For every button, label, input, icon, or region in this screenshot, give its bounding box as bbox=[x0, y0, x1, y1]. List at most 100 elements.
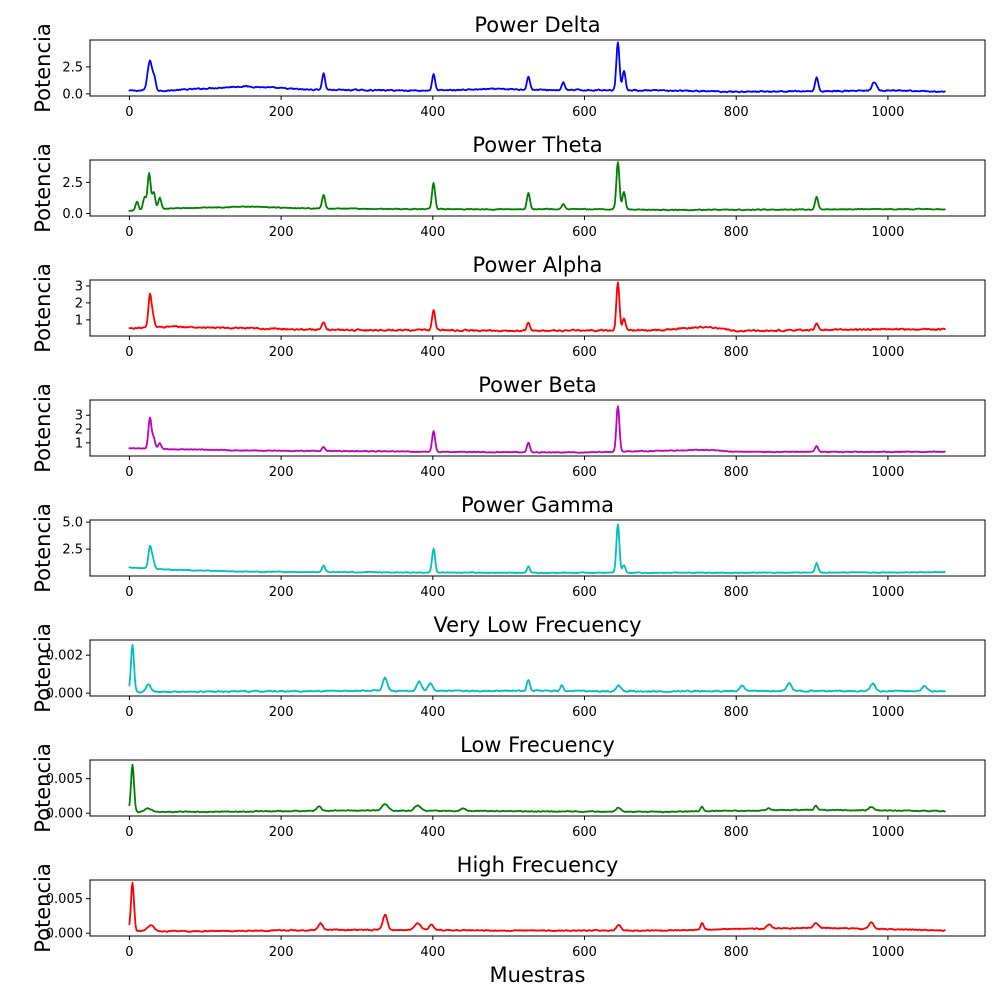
x-tick-label: 400 bbox=[420, 465, 445, 480]
x-tick-label: 400 bbox=[420, 345, 445, 360]
x-tick-label: 400 bbox=[420, 825, 445, 840]
x-tick-label: 800 bbox=[724, 705, 749, 720]
axes-frame bbox=[89, 279, 986, 337]
subplot-title: Very Low Frecuency bbox=[433, 613, 641, 637]
y-tick-label: 2 bbox=[75, 296, 83, 311]
x-tick-label: 0 bbox=[125, 345, 133, 360]
y-tick-label: 3 bbox=[75, 279, 83, 294]
x-tick-label: 600 bbox=[572, 105, 597, 120]
y-tick-label: 2.5 bbox=[62, 60, 83, 75]
subplot-title: Power Theta bbox=[472, 133, 602, 157]
axes-frame bbox=[89, 759, 986, 817]
x-tick-label: 0 bbox=[125, 105, 133, 120]
x-tick-label: 200 bbox=[269, 465, 294, 480]
y-axis-label: Potencia bbox=[31, 503, 55, 592]
x-tick-label: 600 bbox=[572, 945, 597, 960]
axes-frame bbox=[89, 159, 986, 217]
x-tick-label: 600 bbox=[572, 705, 597, 720]
y-axis-label: Potencia bbox=[31, 623, 55, 712]
y-axis-label: Potencia bbox=[31, 263, 55, 352]
subplot-title: Power Delta bbox=[474, 13, 600, 37]
subplot-2: Power Theta Potencia 0 200 400 600 800 1000 0.0 2… bbox=[31, 133, 986, 240]
axes-frame bbox=[89, 639, 986, 697]
subplot-1: Power Delta Potencia 0 200 400 600 800 1000 0.0 2… bbox=[31, 13, 986, 120]
series-line bbox=[128, 644, 946, 694]
x-tick-label: 1000 bbox=[871, 825, 904, 840]
x-tick-label: 0 bbox=[125, 465, 133, 480]
subplot-5: Power Gamma Potencia 0 200 400 600 800 1000 2.5 5… bbox=[31, 493, 986, 600]
x-tick-label: 400 bbox=[420, 705, 445, 720]
x-tick-label: 1000 bbox=[871, 225, 904, 240]
subplot-8: High Frecuency Potencia 0 200 400 600 800 1000 0… bbox=[31, 853, 986, 987]
axes-frame bbox=[89, 399, 986, 457]
subplot-title: Power Beta bbox=[478, 373, 597, 397]
y-tick-label: 1 bbox=[75, 313, 83, 328]
series-line bbox=[128, 281, 946, 333]
y-tick-label: 0.005 bbox=[46, 892, 83, 907]
y-tick-label: 2 bbox=[75, 423, 83, 438]
subplot-title: Power Gamma bbox=[461, 493, 614, 517]
x-tick-label: 800 bbox=[724, 945, 749, 960]
series-line bbox=[128, 161, 946, 212]
subplot-3: Power Alpha Potencia 0 200 400 600 800 1000 1 2 3 bbox=[31, 253, 986, 360]
x-tick-label: 400 bbox=[420, 585, 445, 600]
x-axis-label: Muestras bbox=[490, 963, 586, 987]
y-tick-label: 0.000 bbox=[46, 807, 83, 822]
x-tick-label: 600 bbox=[572, 225, 597, 240]
subplot-title: High Frecuency bbox=[457, 853, 619, 877]
x-tick-label: 400 bbox=[420, 945, 445, 960]
x-tick-label: 400 bbox=[420, 105, 445, 120]
x-tick-label: 1000 bbox=[871, 105, 904, 120]
x-tick-label: 800 bbox=[724, 465, 749, 480]
x-tick-label: 0 bbox=[125, 225, 133, 240]
x-tick-label: 0 bbox=[125, 945, 133, 960]
series-line bbox=[128, 763, 946, 814]
x-tick-label: 0 bbox=[125, 825, 133, 840]
y-axis-label: Potencia bbox=[31, 23, 55, 112]
x-tick-label: 600 bbox=[572, 825, 597, 840]
series-line bbox=[128, 523, 946, 575]
y-tick-label: 2.5 bbox=[62, 176, 83, 191]
x-tick-label: 1000 bbox=[871, 345, 904, 360]
x-tick-label: 1000 bbox=[871, 705, 904, 720]
axes-frame bbox=[89, 879, 986, 937]
y-tick-label: 0.000 bbox=[46, 927, 83, 942]
x-tick-label: 1000 bbox=[871, 465, 904, 480]
x-tick-label: 200 bbox=[269, 825, 294, 840]
x-tick-label: 200 bbox=[269, 585, 294, 600]
subplot-title: Power Alpha bbox=[473, 253, 603, 277]
x-tick-label: 800 bbox=[724, 345, 749, 360]
y-tick-label: 0.002 bbox=[46, 649, 83, 664]
x-tick-label: 1000 bbox=[871, 945, 904, 960]
y-axis-label: Potencia bbox=[31, 143, 55, 232]
subplot-6: Very Low Frecuency Potencia 0 200 400 600 800 1… bbox=[31, 613, 986, 720]
x-tick-label: 200 bbox=[269, 225, 294, 240]
y-tick-label: 0.0 bbox=[62, 207, 83, 222]
subplot-7: Low Frecuency Potencia 0 200 400 600 800 1000 0.… bbox=[31, 733, 986, 840]
y-axis-label: Potencia bbox=[31, 383, 55, 472]
axes-frame bbox=[89, 519, 986, 577]
y-tick-label: 1 bbox=[75, 436, 83, 451]
x-tick-label: 600 bbox=[572, 585, 597, 600]
x-tick-label: 400 bbox=[420, 225, 445, 240]
y-tick-label: 0.000 bbox=[46, 687, 83, 702]
x-tick-label: 800 bbox=[724, 225, 749, 240]
y-tick-label: 0.005 bbox=[46, 772, 83, 787]
x-tick-label: 800 bbox=[724, 585, 749, 600]
x-tick-label: 600 bbox=[572, 345, 597, 360]
y-tick-label: 3 bbox=[75, 409, 83, 424]
x-tick-label: 200 bbox=[269, 945, 294, 960]
x-tick-label: 0 bbox=[125, 585, 133, 600]
x-tick-label: 0 bbox=[125, 705, 133, 720]
subplot-title: Low Frecuency bbox=[460, 733, 615, 757]
series-line bbox=[128, 41, 946, 94]
x-tick-label: 600 bbox=[572, 465, 597, 480]
y-tick-label: 0.0 bbox=[62, 87, 83, 102]
subplot-4: Power Beta Potencia 0 200 400 600 800 1000 123 bbox=[31, 373, 986, 480]
y-axis-label: Potencia bbox=[31, 743, 55, 832]
x-tick-label: 800 bbox=[724, 825, 749, 840]
x-tick-label: 200 bbox=[269, 705, 294, 720]
x-tick-label: 1000 bbox=[871, 585, 904, 600]
series-line bbox=[128, 881, 946, 933]
